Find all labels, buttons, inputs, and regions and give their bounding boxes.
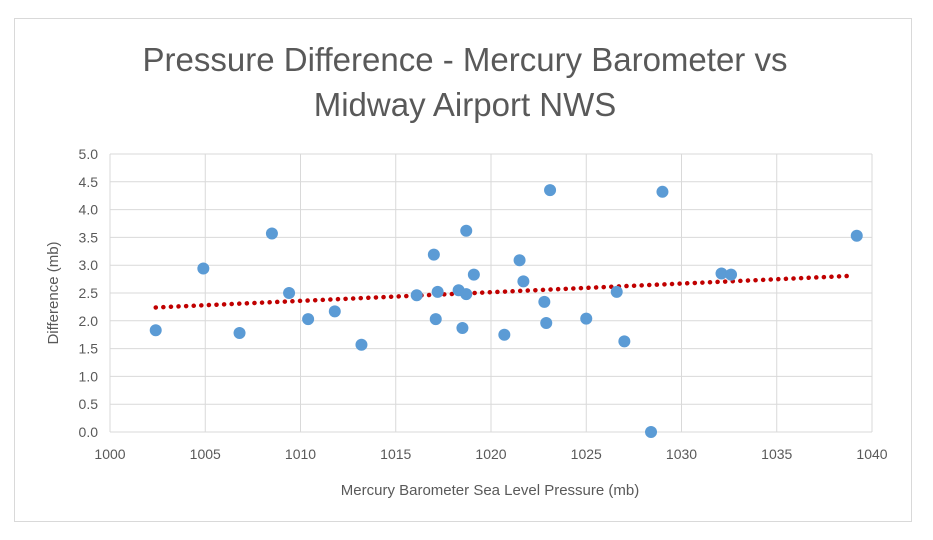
x-tick-label: 1030 (666, 446, 697, 462)
data-point (431, 285, 444, 298)
data-point (328, 305, 341, 318)
y-tick-label: 0.0 (79, 424, 99, 440)
data-point (618, 335, 631, 348)
y-tick-label: 0.5 (79, 396, 99, 412)
data-point (656, 185, 669, 198)
gridlines (109, 153, 873, 433)
data-point (467, 268, 480, 281)
data-point (233, 327, 246, 340)
y-tick-label: 1.0 (79, 368, 99, 384)
data-point (538, 295, 551, 308)
x-tick-label: 1040 (856, 446, 887, 462)
chart-frame (14, 18, 912, 522)
trendline-group (153, 273, 856, 310)
data-point (410, 289, 423, 302)
data-point (498, 328, 511, 341)
chart-title-line-1: Pressure Difference - Mercury Barometer … (143, 41, 788, 78)
x-tick-label: 1035 (761, 446, 792, 462)
y-tick-label: 2.5 (79, 285, 99, 301)
data-point (513, 254, 526, 267)
x-tick-label: 1010 (285, 446, 316, 462)
data-point (850, 229, 863, 242)
data-point (460, 224, 473, 237)
y-axis-label: Difference (mb) (45, 241, 62, 344)
data-point (197, 262, 210, 275)
y-tick-labels: 0.0 0.5 1.0 1.5 2.0 2.5 3.0 3.5 4.0 4.5 5.0 (79, 146, 99, 440)
data-point (517, 275, 530, 288)
data-point (725, 268, 738, 281)
data-point (355, 338, 368, 351)
y-tick-label: 2.0 (79, 313, 99, 329)
data-point (540, 317, 553, 330)
data-point (580, 312, 593, 325)
trendline (153, 273, 856, 310)
y-tick-label: 3.0 (79, 257, 99, 273)
data-point (265, 227, 278, 240)
x-tick-label: 1020 (475, 446, 506, 462)
y-tick-label: 5.0 (79, 146, 99, 162)
x-tick-label: 1025 (571, 446, 602, 462)
data-point (460, 288, 473, 301)
data-point (149, 324, 162, 337)
y-tick-label: 3.5 (79, 229, 99, 245)
data-point (715, 267, 728, 280)
data-point (283, 287, 296, 299)
chart-title-line-2: Midway Airport NWS (314, 86, 617, 123)
x-tick-labels: 1000 1005 1010 1015 1020 1025 1030 1035 1040 (94, 446, 887, 462)
data-point (302, 313, 315, 326)
x-tick-label: 1005 (190, 446, 221, 462)
data-point (456, 322, 469, 335)
y-tick-label: 1.5 (79, 341, 99, 357)
data-points (149, 184, 863, 438)
data-point (427, 248, 440, 261)
data-point (645, 426, 658, 438)
x-tick-label: 1015 (380, 446, 411, 462)
y-tick-label: 4.5 (79, 174, 99, 190)
y-tick-label: 4.0 (79, 202, 99, 218)
x-axis-label: Mercury Barometer Sea Level Pressure (mb… (341, 482, 639, 499)
data-point (544, 184, 557, 197)
data-point (429, 313, 442, 326)
x-tick-label: 1000 (94, 446, 125, 462)
data-point (610, 285, 623, 298)
